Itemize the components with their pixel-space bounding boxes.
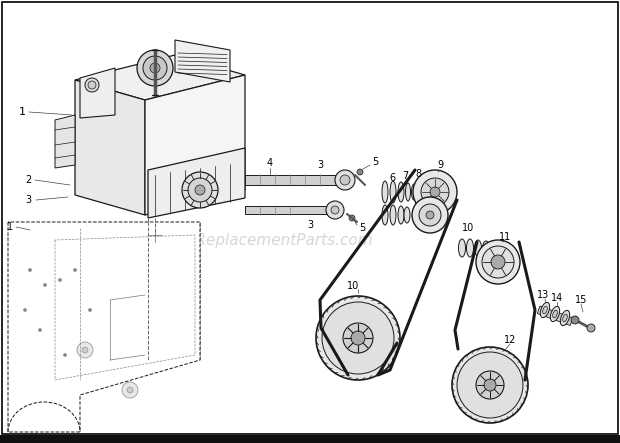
Text: 12: 12 — [504, 335, 516, 345]
Text: 9: 9 — [437, 160, 443, 170]
Text: 10: 10 — [347, 281, 359, 291]
Ellipse shape — [382, 205, 388, 225]
Circle shape — [331, 206, 339, 214]
Circle shape — [316, 296, 400, 380]
Text: 5: 5 — [372, 157, 378, 167]
Circle shape — [421, 178, 449, 206]
Text: 1: 1 — [7, 222, 13, 232]
Text: 2: 2 — [25, 175, 31, 185]
Ellipse shape — [551, 307, 560, 322]
Bar — [0, 435, 620, 443]
Text: 5: 5 — [359, 223, 365, 233]
Circle shape — [476, 240, 520, 284]
Circle shape — [89, 308, 92, 311]
Text: 14: 14 — [551, 293, 563, 303]
Polygon shape — [145, 75, 245, 215]
Ellipse shape — [482, 241, 490, 255]
Circle shape — [77, 342, 93, 358]
Ellipse shape — [412, 184, 417, 200]
Ellipse shape — [382, 181, 388, 203]
Circle shape — [457, 352, 523, 418]
Circle shape — [82, 347, 88, 353]
Ellipse shape — [459, 239, 466, 257]
Circle shape — [195, 185, 205, 195]
Circle shape — [571, 316, 579, 324]
Bar — [538, 306, 573, 326]
Text: 4: 4 — [267, 158, 273, 168]
Polygon shape — [8, 222, 200, 432]
Circle shape — [24, 308, 27, 311]
Circle shape — [143, 56, 167, 80]
Ellipse shape — [552, 310, 557, 318]
Circle shape — [137, 50, 173, 86]
Text: 3: 3 — [317, 160, 323, 170]
Circle shape — [326, 201, 344, 219]
Circle shape — [419, 204, 441, 226]
Circle shape — [412, 197, 448, 233]
Circle shape — [430, 187, 440, 197]
Circle shape — [322, 302, 394, 374]
Text: 3: 3 — [25, 195, 31, 205]
Circle shape — [482, 246, 514, 278]
Polygon shape — [148, 148, 245, 218]
Ellipse shape — [405, 183, 410, 201]
Ellipse shape — [398, 206, 404, 224]
Ellipse shape — [541, 303, 550, 318]
Circle shape — [88, 81, 96, 89]
Text: 1: 1 — [19, 107, 25, 117]
Circle shape — [127, 387, 133, 393]
Circle shape — [426, 211, 434, 219]
Ellipse shape — [542, 306, 547, 314]
Circle shape — [335, 170, 355, 190]
Ellipse shape — [390, 205, 396, 225]
Circle shape — [38, 329, 42, 331]
Circle shape — [188, 178, 212, 202]
Circle shape — [340, 175, 350, 185]
Text: eReplacementParts.com: eReplacementParts.com — [187, 233, 373, 248]
Ellipse shape — [563, 314, 567, 322]
Text: 10: 10 — [462, 223, 474, 233]
Ellipse shape — [398, 182, 404, 202]
Text: 8: 8 — [415, 169, 421, 179]
Circle shape — [587, 324, 595, 332]
Circle shape — [122, 382, 138, 398]
Text: 6: 6 — [389, 173, 395, 183]
Circle shape — [484, 379, 496, 391]
Ellipse shape — [560, 311, 570, 326]
Text: 7: 7 — [402, 171, 408, 181]
Circle shape — [357, 169, 363, 175]
Text: 11: 11 — [499, 232, 511, 242]
Circle shape — [413, 170, 457, 214]
Polygon shape — [75, 80, 145, 215]
Circle shape — [349, 215, 355, 221]
Circle shape — [182, 172, 218, 208]
Circle shape — [58, 279, 61, 281]
Ellipse shape — [474, 240, 482, 256]
Circle shape — [43, 284, 46, 287]
Polygon shape — [75, 55, 245, 100]
Circle shape — [74, 268, 76, 272]
Polygon shape — [55, 115, 75, 168]
Circle shape — [476, 371, 504, 399]
Text: 3: 3 — [307, 220, 313, 230]
Text: 13: 13 — [537, 290, 549, 300]
Circle shape — [452, 347, 528, 423]
Circle shape — [351, 331, 365, 345]
Ellipse shape — [390, 181, 396, 203]
Polygon shape — [175, 40, 230, 82]
Circle shape — [343, 323, 373, 353]
Ellipse shape — [404, 207, 410, 223]
Polygon shape — [80, 68, 115, 118]
Circle shape — [85, 78, 99, 92]
Bar — [245, 175, 345, 185]
Circle shape — [63, 354, 66, 357]
Circle shape — [491, 255, 505, 269]
Text: 15: 15 — [575, 295, 587, 305]
Circle shape — [150, 63, 160, 73]
Circle shape — [29, 268, 32, 272]
Ellipse shape — [466, 239, 474, 257]
Bar — [245, 206, 335, 214]
